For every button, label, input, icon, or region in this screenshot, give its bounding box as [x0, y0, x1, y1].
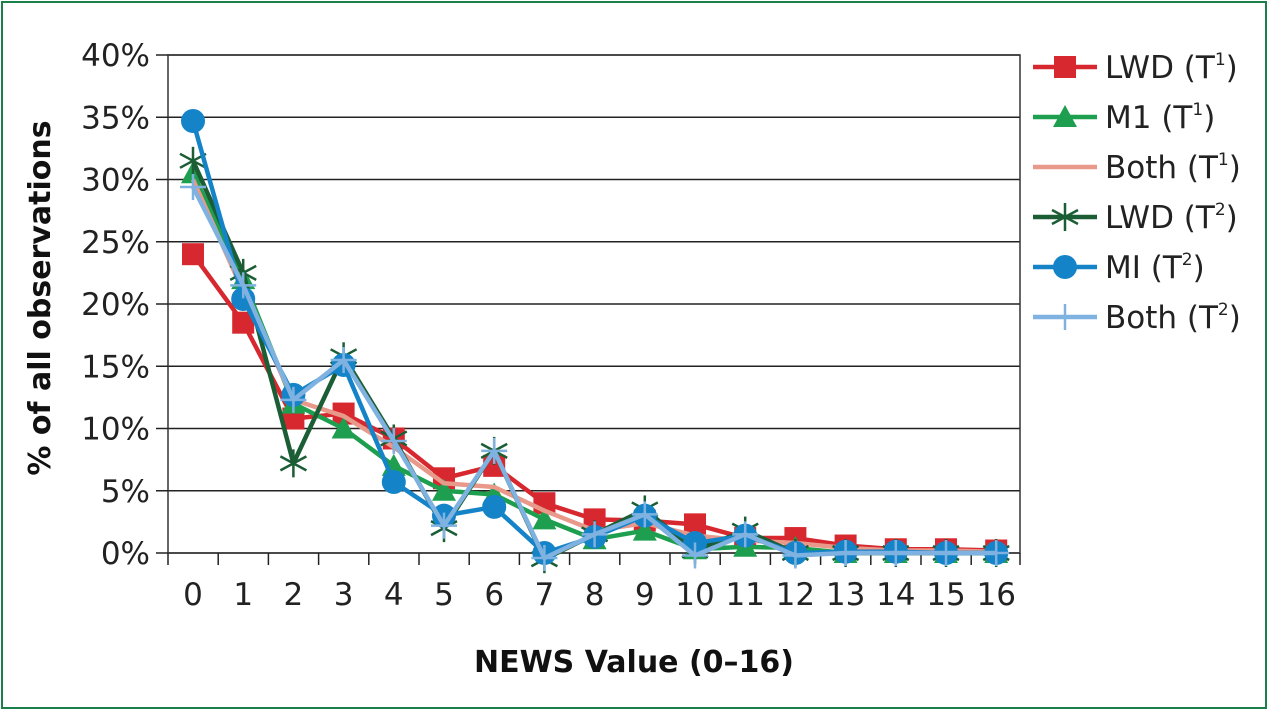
x-tick-label: 3: [334, 577, 354, 613]
legend-item: Both (T1): [1033, 150, 1241, 186]
data-point: [180, 173, 206, 200]
x-tick-label: 6: [484, 577, 504, 613]
legend: LWD (T1) M1 (T1) Both (T1) LWD (T2) MI (T2) B…: [1033, 50, 1241, 336]
data-point: [481, 437, 508, 464]
x-tick-label: 2: [284, 577, 304, 613]
legend-item: LWD (T2): [1033, 200, 1238, 236]
data-point: [482, 494, 507, 519]
legend-label: Both (T2): [1105, 300, 1241, 336]
legend-item: LWD (T1): [1033, 50, 1238, 86]
data-point: [983, 540, 1010, 566]
data-point: [832, 540, 859, 566]
y-tick-label: 40%: [81, 38, 150, 74]
series-line: [190, 172, 997, 556]
y-tick-label: 35%: [81, 100, 150, 136]
legend-item: M1 (T1): [1033, 100, 1215, 136]
x-tick-label: 0: [183, 577, 203, 613]
legend-marker: [1053, 105, 1077, 127]
x-tick-label: 14: [876, 577, 915, 613]
x-tick-label: 8: [585, 577, 605, 613]
x-tick-label: 4: [384, 577, 404, 613]
data-point: [181, 108, 205, 133]
legend-label: LWD (T1): [1105, 50, 1238, 86]
data-point: [532, 507, 557, 530]
legend-marker: [1051, 203, 1079, 231]
y-axis-title: % of all observations: [23, 120, 58, 475]
y-tick-label: 25%: [81, 225, 150, 261]
x-tick-label: 9: [635, 577, 655, 613]
series-line: [190, 185, 997, 561]
legend-label: LWD (T2): [1105, 200, 1238, 236]
series-line: [191, 252, 997, 553]
x-tick-label: 12: [776, 577, 815, 613]
data-point: [330, 347, 357, 374]
legend-marker: [1054, 56, 1076, 78]
data-point: [583, 508, 606, 531]
y-tick-label: 30%: [81, 163, 150, 199]
series-6: [180, 173, 1010, 571]
series-line: [190, 120, 997, 556]
data-point: [230, 272, 257, 299]
legend-marker: [1052, 304, 1078, 330]
legend-label: MI (T2): [1105, 250, 1205, 286]
legend-label: M1 (T1): [1105, 100, 1215, 136]
data-point: [782, 542, 809, 569]
x-tick-label: 1: [233, 577, 253, 613]
x-tick-label: 7: [535, 577, 555, 613]
x-tick-label: 5: [434, 577, 454, 613]
data-point: [279, 449, 307, 478]
series-2: [181, 161, 1009, 563]
data-point: [431, 512, 457, 539]
data-point: [432, 478, 456, 501]
data-point: [182, 243, 204, 266]
data-point: [684, 513, 706, 536]
data-point: [581, 521, 608, 548]
data-point: [331, 416, 356, 439]
data-point: [682, 542, 708, 569]
x-axis-title: NEWS Value (0–16): [474, 645, 794, 680]
data-point: [531, 544, 558, 571]
data-point: [631, 501, 658, 528]
y-tick-label: 20%: [81, 287, 150, 323]
data-point: [732, 521, 759, 548]
x-tick-label: 10: [675, 577, 714, 613]
x-tick-label: 15: [926, 577, 965, 613]
data-point: [381, 470, 406, 495]
grid: [168, 54, 1020, 554]
data-point: [933, 540, 959, 566]
series-5: [181, 108, 1009, 565]
series-line: [190, 159, 997, 562]
data-point: [882, 540, 909, 566]
data-point: [380, 427, 407, 454]
legend-marker: [1053, 255, 1077, 279]
y-axis: 0% 5% 10% 15% 20% 25% 30% 35% 40%: [81, 38, 168, 572]
y-tick-label: 0%: [101, 536, 150, 572]
x-axis: 0 1 2 3 4 5 6 7 8 9 10 11 12 13 14 15 16: [167, 553, 1021, 613]
y-tick-label: 15%: [81, 349, 150, 385]
x-tick-label: 16: [976, 577, 1015, 613]
y-tick-label: 10%: [81, 412, 150, 448]
y-tick-label: 5%: [101, 474, 150, 510]
x-tick-label: 13: [826, 577, 865, 613]
legend-item: MI (T2): [1033, 250, 1205, 286]
x-tick-label: 11: [725, 577, 764, 613]
data-point: [632, 518, 657, 541]
legend-label: Both (T1): [1105, 150, 1241, 186]
series-lines: [179, 108, 1010, 574]
legend-item: Both (T2): [1033, 300, 1241, 336]
data-point: [232, 311, 255, 334]
data-point: [231, 287, 256, 312]
data-point: [280, 386, 307, 413]
